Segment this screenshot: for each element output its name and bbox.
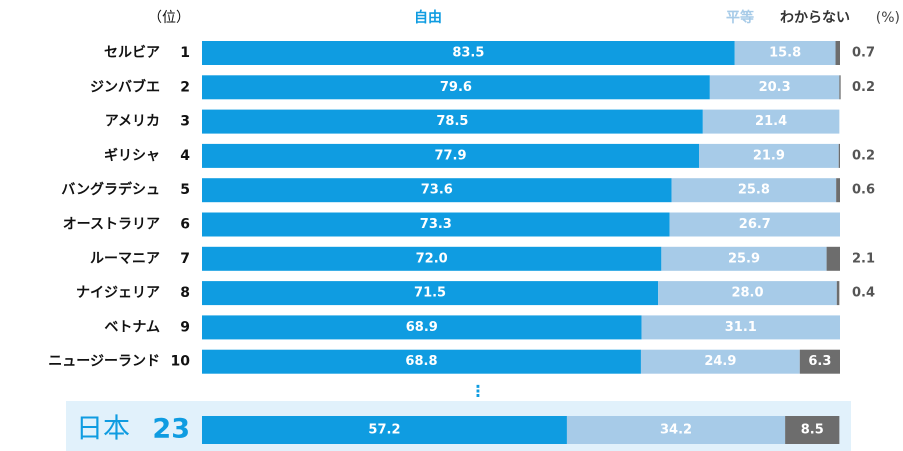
bar-segment xyxy=(671,178,837,203)
country-label: セルビア xyxy=(104,45,160,61)
value-label: 28.0 xyxy=(731,286,763,301)
rank-label: 5 xyxy=(180,182,190,198)
value-label: 21.4 xyxy=(755,114,787,129)
series-header: わからない xyxy=(780,10,850,26)
country-label: ギリシャ xyxy=(104,147,160,164)
bar-segment xyxy=(202,315,642,340)
value-label: 31.1 xyxy=(725,320,757,335)
value-label: 34.2 xyxy=(660,423,692,438)
rank-label: 6 xyxy=(180,217,190,233)
bar-segment xyxy=(202,281,659,306)
bar-segment xyxy=(202,41,735,65)
bar-segment xyxy=(734,41,836,65)
bar-segment xyxy=(202,349,641,374)
value-label: 20.3 xyxy=(759,80,791,95)
highlight-country: 日本 xyxy=(76,414,130,445)
value-label: 0.2 xyxy=(852,80,875,95)
bar-segment xyxy=(669,212,840,237)
value-label: 79.6 xyxy=(440,80,472,95)
bar-segment xyxy=(835,41,840,65)
bar-segment xyxy=(785,416,840,444)
bar-segment xyxy=(826,246,840,271)
bar-segment xyxy=(202,143,700,168)
value-label: 24.9 xyxy=(704,354,736,369)
bar-segment xyxy=(661,246,827,271)
country-label: ジンバブエ xyxy=(90,78,160,95)
bar-segment xyxy=(838,143,840,168)
series-header: 平等 xyxy=(726,9,754,26)
country-label: ルーマニア xyxy=(90,251,160,267)
value-label: 68.9 xyxy=(406,320,438,335)
rank-label: 8 xyxy=(180,285,190,301)
bar-segment xyxy=(202,75,710,100)
bar-segment xyxy=(202,416,567,444)
value-label: 0.4 xyxy=(852,286,875,301)
value-label: 8.5 xyxy=(801,423,824,438)
value-label: 2.1 xyxy=(852,251,875,266)
value-label: 21.9 xyxy=(753,148,785,163)
country-label: バングラデシュ xyxy=(61,181,160,198)
value-label: 25.9 xyxy=(728,251,760,266)
country-label: ベトナム xyxy=(104,319,160,335)
value-label: 25.8 xyxy=(738,183,770,198)
value-label: 78.5 xyxy=(436,114,468,129)
value-label: 73.3 xyxy=(420,217,452,232)
value-label: 0.2 xyxy=(852,148,875,163)
rank-label: 3 xyxy=(180,114,190,130)
bar-segment xyxy=(799,349,840,374)
bar-segment xyxy=(709,75,840,100)
rank-label: 2 xyxy=(180,79,190,95)
country-label: ナイジェリア xyxy=(76,285,160,301)
rank-label: 10 xyxy=(171,354,191,370)
bar-segment xyxy=(836,178,840,203)
bar-segment xyxy=(202,178,672,203)
bar-segment xyxy=(640,349,800,374)
value-label: 71.5 xyxy=(414,286,446,301)
bar-segment xyxy=(202,109,703,134)
bar-segment xyxy=(658,281,837,306)
rank-label: 7 xyxy=(180,251,190,267)
bar-segment xyxy=(566,416,786,444)
country-label: アメリカ xyxy=(105,114,160,130)
value-label: 83.5 xyxy=(452,46,484,61)
value-label: 72.0 xyxy=(416,251,448,266)
value-label: 77.9 xyxy=(434,148,466,163)
value-label: 68.8 xyxy=(405,354,437,369)
country-label: ニュージーランド xyxy=(48,354,160,370)
country-label: オーストラリア xyxy=(63,217,160,233)
value-label: 0.6 xyxy=(852,183,875,198)
value-label: 0.7 xyxy=(852,46,875,61)
value-label: 73.6 xyxy=(421,183,453,198)
bar-segment xyxy=(641,315,840,340)
bar-segment xyxy=(202,212,670,237)
bar-segment xyxy=(836,281,840,306)
bar-segment xyxy=(202,246,662,271)
series-header: 自由 xyxy=(414,9,442,26)
bar-segment xyxy=(699,143,839,168)
value-label: 26.7 xyxy=(739,217,771,232)
bar-segment xyxy=(839,75,841,100)
rank-label: 4 xyxy=(180,148,190,164)
value-label: 57.2 xyxy=(368,423,400,438)
separator: ⋮ xyxy=(470,382,486,401)
bar-segment xyxy=(702,109,840,134)
rank-unit: （位） xyxy=(148,10,190,26)
rank-label: 1 xyxy=(180,45,190,61)
value-label: 6.3 xyxy=(808,354,831,369)
rank-label: 9 xyxy=(180,319,190,335)
value-label: 15.8 xyxy=(769,46,801,61)
unit-label: (%) xyxy=(876,10,900,26)
highlight-rank: 23 xyxy=(152,414,190,445)
